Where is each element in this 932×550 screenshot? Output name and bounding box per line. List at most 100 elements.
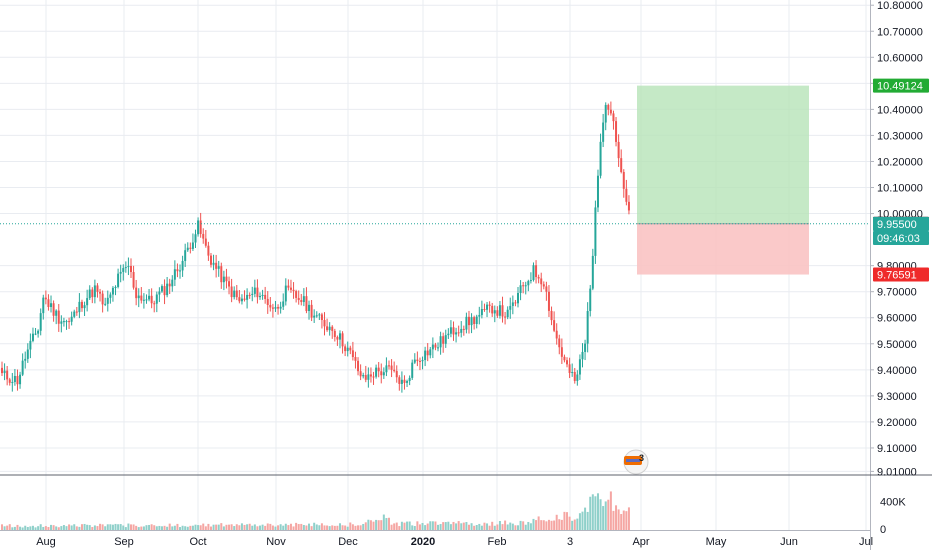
candle-body [320,314,323,321]
volume-bar [354,525,357,530]
candle-body [310,304,313,318]
candle-body [545,286,548,292]
candle-body [44,297,47,300]
volume-bar [457,521,460,530]
candle-body [483,309,486,311]
candle-body [467,316,470,326]
volume-bar [228,524,231,530]
volume-bar [230,524,233,530]
candle-body [509,305,512,310]
candle-body [220,266,223,283]
candle-body [455,332,458,335]
volume-bar [284,523,287,530]
candle-body [429,349,432,356]
candle-body [594,207,597,256]
candle-body [127,265,130,268]
candle-body [591,255,594,289]
candle-body [480,309,483,316]
volume-bar [60,526,63,530]
volume-bar [351,524,354,530]
volume-bar [135,525,138,530]
volume-bar [222,526,225,530]
volume-bar [501,524,504,530]
volume-bar [194,524,197,530]
volume-tick-label: 0 [880,524,886,536]
candle-body [529,280,532,282]
candle-body [627,201,630,211]
volume-bar [408,521,411,530]
candle-body [542,284,545,287]
volume-bar [444,522,447,530]
volume-bar [65,526,68,530]
candle-body [96,285,99,292]
time-tick-label: Dec [338,536,358,548]
candle-body [235,290,238,298]
current-tag-label: 9.95500 [877,219,917,231]
volume-bar [21,527,24,530]
time-tick-label: Apr [632,536,649,548]
candle-body [517,292,519,304]
volume-bar [346,526,349,530]
volume-bar [545,521,548,530]
candle-body [233,290,236,298]
volume-bar [204,526,207,530]
volume-bar [442,522,445,530]
candle-body [197,220,200,235]
candle-body [444,335,447,344]
volume-bar [302,524,305,530]
candle-body [153,303,156,305]
price-tick-label: 10.30000 [877,130,923,142]
volume-bar [421,522,424,530]
volume-bar [202,523,205,530]
volume-bar [393,523,396,530]
candle-body [181,260,184,271]
volume-bar [109,524,112,530]
volume-bar [496,524,499,530]
volume-bar [568,516,571,530]
volume-bar [55,526,58,530]
volume-bar [375,519,378,530]
candle-body [418,360,421,362]
candle-body [620,158,623,172]
candle-body [111,287,114,295]
flag-badge-icon[interactable]: 3 [623,449,649,475]
volume-bar [571,520,574,530]
candle-body [222,276,225,283]
candle-body [75,311,78,313]
candle-body [578,359,581,375]
volume-bar [176,523,179,530]
volume-bar [413,526,416,530]
candle-body [315,315,318,317]
volume-bar [452,521,455,530]
volume-bar [584,507,587,530]
volume-bar [493,525,496,530]
volume-bar [104,526,107,530]
volume-bar [80,524,83,530]
volume-bar [160,526,163,530]
candle-body [586,311,589,344]
volume-bar [271,525,274,530]
volume-bar [191,525,194,530]
candle-body [251,293,254,295]
volume-bar [357,525,360,530]
time-axis[interactable]: Aug Sep Oct Nov Dec 2020 Feb 3 Apr May Jun Jul [36,536,873,548]
volume-bar [166,526,169,530]
position-tool[interactable] [637,85,809,275]
time-tick-label: 3 [567,536,573,548]
candle-body [558,338,561,348]
volume-bar [362,523,365,530]
candle-body [26,349,29,359]
candle-body [547,291,550,311]
candle-body [535,265,538,278]
candle-body [622,171,625,189]
candle-body [452,327,455,335]
candle-body [191,242,194,249]
volume-bar [253,524,256,530]
volume-bar [34,527,37,530]
candle-body [362,375,365,377]
volume-bar [287,525,290,530]
candle-body [607,104,610,110]
